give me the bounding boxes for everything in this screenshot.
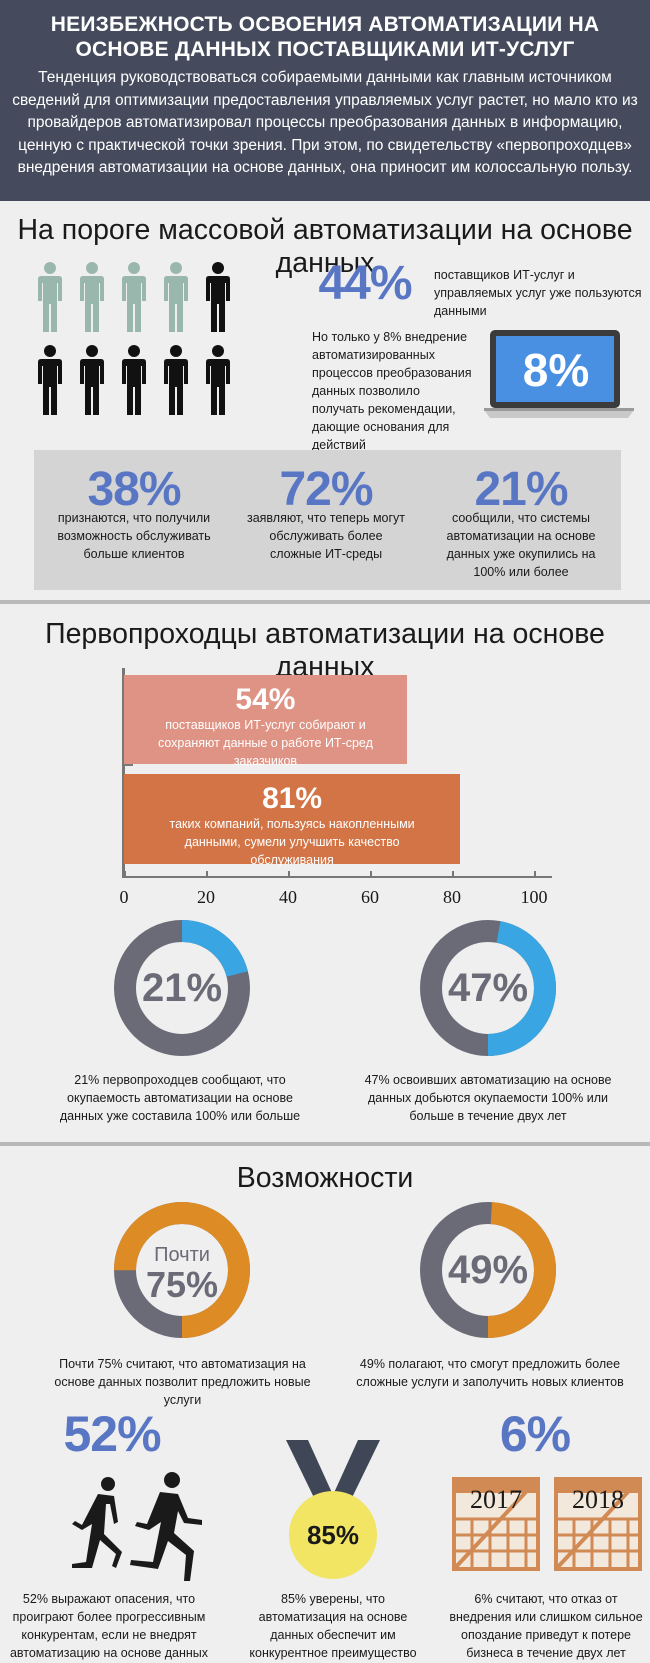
person-icon-teal (38, 262, 62, 332)
x-tick-label: 0 (119, 887, 129, 907)
calendar-year-2: 2018 (572, 1485, 624, 1514)
x-tick-label: 20 (197, 887, 215, 907)
chart-x-axis (122, 876, 552, 878)
x-tick-mark (288, 871, 290, 878)
bar-value-label: 54% (235, 683, 296, 716)
bar-2: 81% таких компаний, пользуясь накопленным… (124, 774, 461, 867)
section3-title: Возможности (236, 1162, 414, 1194)
calendar-2018-icon (554, 1477, 642, 1571)
person-icon-dark (38, 345, 62, 415)
person-icon-dark (80, 345, 104, 415)
bar-value-label: 81% (262, 782, 323, 815)
section-divider (0, 600, 650, 604)
x-tick-label: 40 (279, 887, 297, 907)
x-tick-label: 60 (361, 887, 379, 907)
person-icon-teal (164, 262, 188, 332)
box-stat-3-value: 21% (474, 463, 568, 516)
box-stat-2-text: заявляют, что теперь могут обслуживать б… (246, 511, 406, 561)
medal-text: 85% уверены, что автоматизация на основе… (249, 1592, 417, 1660)
donut-new-services-75 (114, 1202, 250, 1338)
runners-value: 52% (63, 1406, 161, 1462)
box-stat-1-text: признаются, что получили возможность обс… (57, 511, 211, 561)
x-tick-mark (370, 871, 372, 878)
bar-1: 54% поставщиков ИТ-услуг собирают и сохра… (124, 675, 407, 768)
runners-text: 52% выражают опасения, что проиграют бол… (9, 1592, 209, 1660)
x-tick-label: 100 (520, 887, 548, 907)
person-icon-teal (122, 262, 146, 332)
page-title: НЕИЗБЕЖНОСТЬ ОСВОЕНИЯ АВТОМАТИЗАЦИИ НА О… (50, 13, 600, 61)
header-banner: НЕИЗБЕЖНОСТЬ ОСВОЕНИЯ АВТОМАТИЗАЦИИ НА О… (0, 0, 650, 201)
x-tick-mark (452, 871, 454, 878)
person-icon-dark (206, 345, 230, 415)
calendar-value: 6% (499, 1406, 571, 1462)
donut-complex-services-49 (420, 1202, 556, 1338)
x-tick-mark (206, 871, 208, 878)
box-stat-1-value: 38% (87, 463, 181, 516)
chart-axis-tick (125, 764, 133, 766)
section1-title: На пороге массовой автоматизации на осно… (17, 214, 633, 279)
x-tick-mark (534, 871, 536, 878)
intro-text: Тенденция руководствоваться собираемыми … (12, 69, 638, 176)
calendar-2017-icon (452, 1477, 540, 1571)
donut-payback-21 (114, 920, 250, 1056)
donut-47-text: 47% освоивших автоматизацию на основе да… (364, 1073, 612, 1123)
donut-21-value: 21% (141, 966, 223, 1010)
calendar-icons (452, 1477, 642, 1571)
box-stat-3-text: сообщили, что системы автоматизации на о… (446, 511, 596, 579)
person-icon-teal (80, 262, 104, 332)
bar-category-label: поставщиков ИТ-услуг собирают и сохраняю… (157, 718, 373, 768)
medal-icon (286, 1440, 380, 1579)
stat-8-value: 8% (522, 344, 590, 396)
donut-75-prefix: Почти (154, 1244, 210, 1266)
stats-box (34, 450, 621, 590)
donut-75-text: Почти 75% считают, что автоматизация на … (54, 1357, 311, 1407)
person-icon-dark (206, 262, 230, 332)
x-tick-mark (124, 871, 126, 878)
stat-44-value: 44% (318, 257, 412, 310)
section2-title: Первопроходцы автоматизации на основе да… (45, 618, 605, 683)
calendar-year-1: 2017 (470, 1485, 522, 1514)
donut-49-value: 49% (447, 1248, 529, 1292)
section-divider (0, 1142, 650, 1146)
donut-21-text: 21% первопроходцев сообщают, что окупаем… (59, 1073, 301, 1123)
chart-y-axis (122, 668, 125, 878)
laptop-icon (484, 330, 634, 418)
donut-49-text: 49% полагают, что смогут предложить боле… (356, 1357, 624, 1389)
medal-value: 85% (306, 1520, 360, 1550)
x-tick-label: 80 (443, 887, 461, 907)
calendar-text: 6% считают, что отказ от внедрения или с… (449, 1592, 643, 1660)
donut-payback-47 (420, 920, 556, 1056)
donut-75-value: 75% (145, 1264, 219, 1305)
people-grid (38, 262, 230, 415)
person-icon-dark (164, 345, 188, 415)
runners-icon (72, 1472, 202, 1581)
donut-47-value: 47% (447, 966, 529, 1010)
bar-category-label: таких компаний, пользуясь накопленными д… (169, 817, 415, 867)
stat-8-text: Но только у 8% внедрение автоматизирован… (312, 330, 472, 452)
box-stat-2-value: 72% (279, 463, 373, 516)
person-icon-dark (122, 345, 146, 415)
stat-44-text: поставщиков ИТ-услуг и управляемых услуг… (434, 268, 642, 318)
